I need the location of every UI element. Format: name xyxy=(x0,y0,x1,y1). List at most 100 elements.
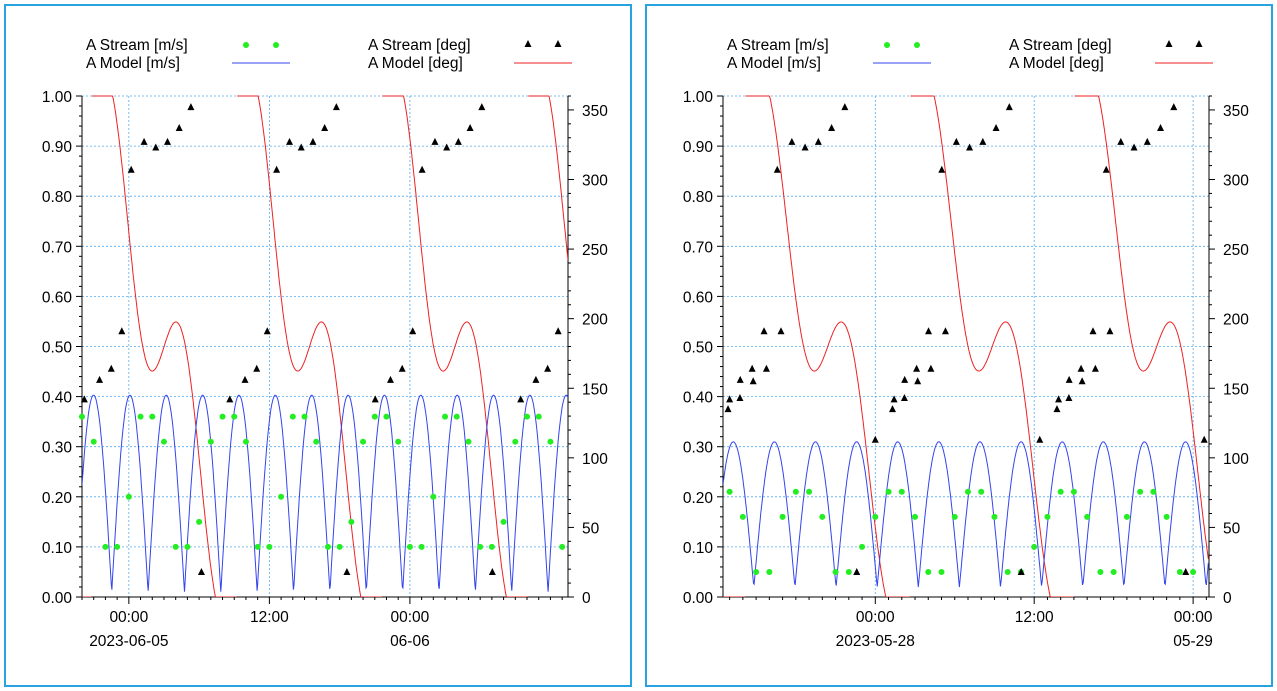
stream-speed-point xyxy=(348,518,355,525)
right-tick-label: 50 xyxy=(582,520,600,537)
right-tick-label: 300 xyxy=(1223,173,1249,190)
stream-speed-point xyxy=(559,543,566,550)
stream-speed-point xyxy=(442,413,449,420)
stream-direction-point xyxy=(762,364,770,372)
legend-marker-tri-a xyxy=(1165,40,1173,47)
stream-speed-point xyxy=(1163,513,1170,520)
stream-direction-point xyxy=(1017,567,1025,575)
stream-speed-point xyxy=(418,543,425,550)
left-tick-label: 0.40 xyxy=(42,390,73,407)
stream-direction-point xyxy=(828,124,836,132)
stream-speed-point xyxy=(1150,488,1157,495)
stream-speed-point xyxy=(114,543,121,550)
legend-label-3: A Model [deg] xyxy=(368,55,463,72)
stream-direction-point xyxy=(544,364,552,372)
stream-speed-point xyxy=(832,568,839,575)
x-tick-label-time: 12:00 xyxy=(250,609,289,626)
stream-direction-point xyxy=(454,137,462,145)
stream-direction-point xyxy=(925,327,933,335)
stream-speed-point xyxy=(207,438,214,445)
stream-speed-point xyxy=(1190,568,1197,575)
stream-speed-point xyxy=(149,413,156,420)
stream-speed-point xyxy=(912,513,919,520)
left-tick-label: 0.70 xyxy=(42,239,73,256)
stream-direction-point xyxy=(760,327,768,335)
stream-direction-point xyxy=(431,137,439,145)
stream-direction-point xyxy=(748,364,756,372)
stream-direction-point xyxy=(889,405,897,413)
stream-direction-point xyxy=(1117,137,1125,145)
stream-direction-point xyxy=(418,165,426,173)
stream-speed-point xyxy=(1137,488,1144,495)
left-tick-label: 0.30 xyxy=(42,440,73,457)
stream-direction-point xyxy=(913,364,921,372)
right-tick-label: 150 xyxy=(1223,381,1249,398)
x-tick-label-time: 00:00 xyxy=(109,609,148,626)
stream-speed-point xyxy=(898,488,905,495)
stream-speed-point xyxy=(266,543,273,550)
stream-direction-point xyxy=(1130,143,1138,151)
stream-direction-point xyxy=(890,395,898,403)
stream-speed-point xyxy=(172,543,179,550)
stream-speed-point xyxy=(137,413,144,420)
stream-speed-point xyxy=(406,543,413,550)
model-direction-line xyxy=(723,95,1209,597)
x-tick-label-time: 00:00 xyxy=(391,609,430,626)
stream-speed-point xyxy=(524,413,531,420)
stream-speed-point xyxy=(301,413,308,420)
stream-direction-point xyxy=(273,165,281,173)
stream-speed-point xyxy=(1044,513,1051,520)
stream-direction-point xyxy=(1182,567,1190,575)
stream-direction-point xyxy=(871,435,879,443)
left-tick-label: 0.50 xyxy=(42,340,73,357)
stream-direction-point xyxy=(443,143,451,151)
right-tick-label: 0 xyxy=(582,590,591,607)
left-tick-label: 0.70 xyxy=(683,239,714,256)
stream-direction-point xyxy=(724,405,732,413)
stream-direction-point xyxy=(466,124,474,132)
stream-direction-point xyxy=(1078,377,1086,385)
stream-direction-point xyxy=(107,364,115,372)
stream-direction-point xyxy=(1065,375,1073,383)
stream-direction-point xyxy=(96,375,104,383)
stream-direction-point xyxy=(952,137,960,145)
stream-direction-point xyxy=(853,567,861,575)
right-tick-label: 350 xyxy=(1223,103,1249,120)
stream-direction-point xyxy=(263,327,271,335)
x-tick-label-time: 12:00 xyxy=(1015,609,1054,626)
left-tick-label: 0.00 xyxy=(683,590,714,607)
stream-speed-point xyxy=(792,488,799,495)
stream-speed-point xyxy=(430,493,437,500)
legend-marker-dot-b xyxy=(914,42,920,48)
stream-speed-point xyxy=(90,438,97,445)
stream-direction-point xyxy=(1005,103,1013,111)
stream-speed-point xyxy=(465,438,472,445)
stream-direction-point xyxy=(140,137,148,145)
stream-direction-point xyxy=(175,124,183,132)
right-tick-label: 350 xyxy=(582,103,608,120)
x-tick-label-date: 2023-06-05 xyxy=(89,633,168,650)
stream-direction-point xyxy=(992,124,1000,132)
stream-speed-point xyxy=(371,413,378,420)
x-tick-label-date: 06-06 xyxy=(390,633,430,650)
stream-direction-point xyxy=(253,364,261,372)
stream-direction-point xyxy=(927,364,935,372)
stream-speed-point xyxy=(79,413,85,420)
stream-speed-point xyxy=(102,543,109,550)
right-tick-label: 50 xyxy=(1223,520,1241,537)
chart-panel-right: A Stream [m/s] A Model [m/s] A Stream [deg… xyxy=(645,4,1273,687)
stream-speed-point xyxy=(951,513,958,520)
legend-marker-dot-a xyxy=(884,42,890,48)
x-tick-label-time: 00:00 xyxy=(1174,609,1213,626)
stream-direction-point xyxy=(386,375,394,383)
left-tick-label: 0.10 xyxy=(42,540,73,557)
left-tick-label: 0.90 xyxy=(683,139,714,156)
stream-speed-point xyxy=(125,493,132,500)
stream-speed-point xyxy=(872,513,879,520)
stream-speed-point xyxy=(242,438,249,445)
stream-direction-point xyxy=(938,165,946,173)
legend-label-0: A Stream [m/s] xyxy=(86,37,188,54)
stream-direction-point xyxy=(118,327,126,335)
stream-speed-point xyxy=(859,543,866,550)
legend-label-3: A Model [deg] xyxy=(1009,55,1104,72)
